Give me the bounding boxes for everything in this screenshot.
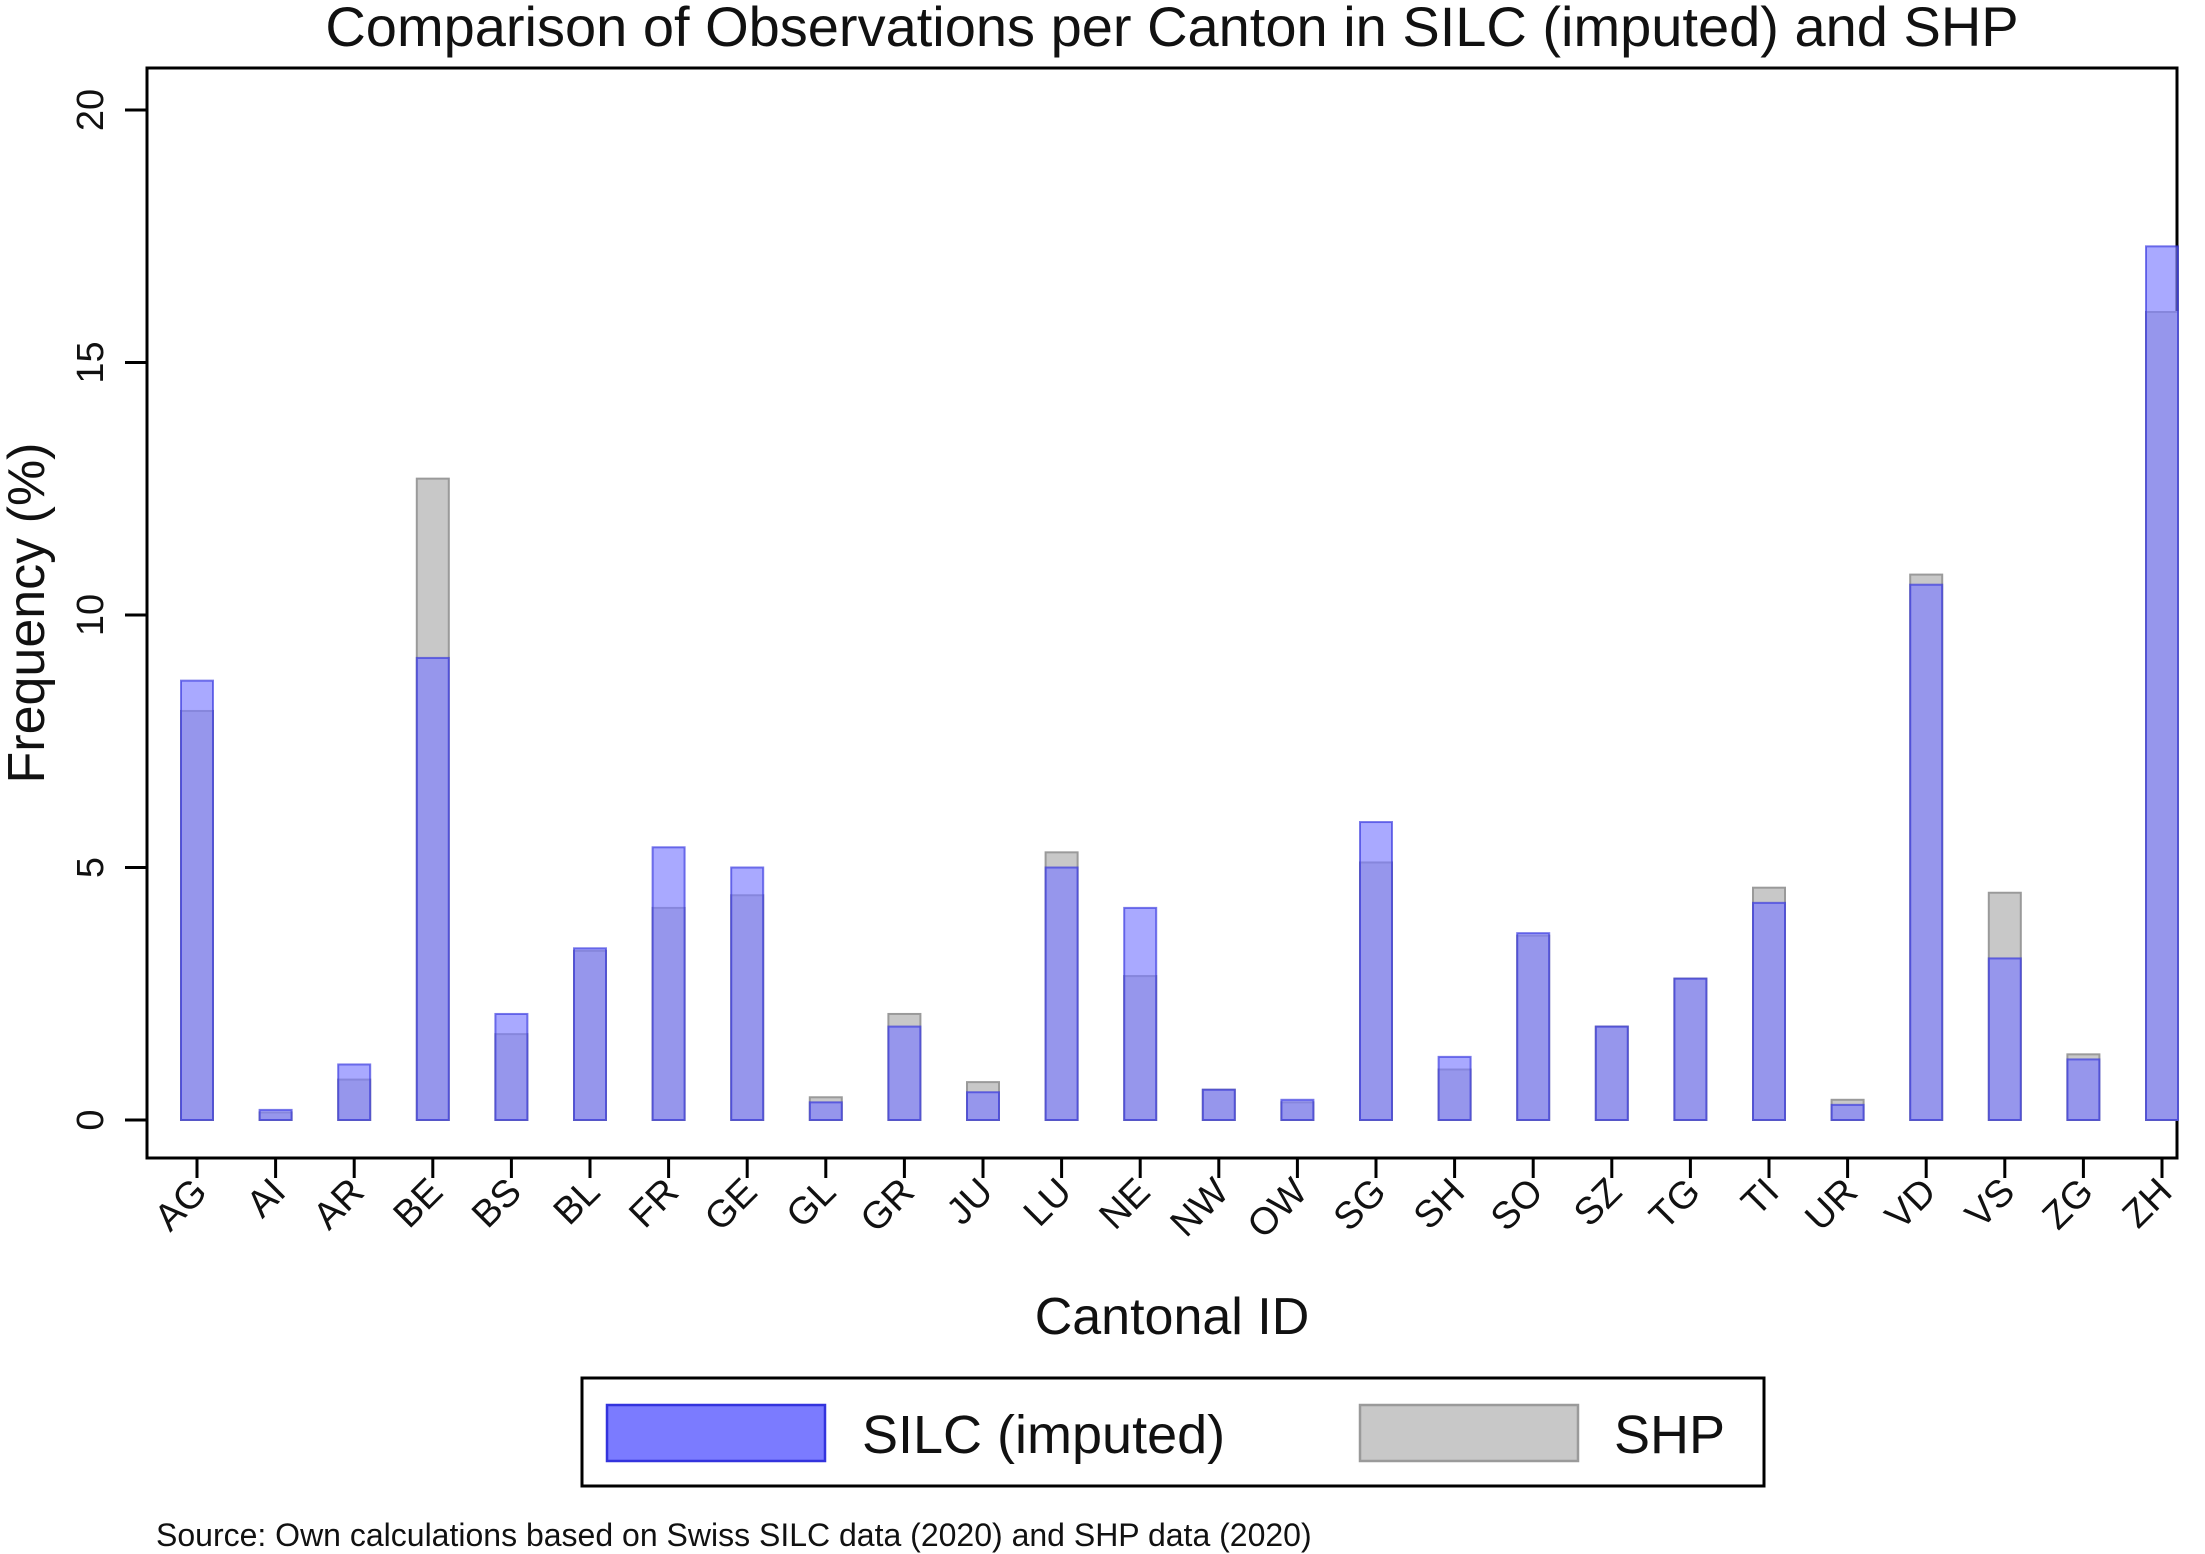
silc-bar-ar xyxy=(337,1063,372,1121)
silc-bar-zg xyxy=(2066,1058,2101,1122)
silc-bar-fr xyxy=(651,846,686,1121)
x-tick-label: GR xyxy=(853,1171,923,1241)
silc-bar-gr xyxy=(887,1025,922,1121)
silc-bar-ju xyxy=(966,1091,1000,1121)
x-tick-label: NE xyxy=(1092,1171,1159,1238)
x-tick-label: LU xyxy=(1016,1171,1080,1235)
y-tick-label: 10 xyxy=(70,594,112,636)
silc-bar-ai xyxy=(258,1108,293,1122)
silc-bar-bl xyxy=(573,947,607,1121)
silc-bars xyxy=(180,245,2179,1122)
x-axis-title: Cantonal ID xyxy=(1035,1288,1310,1346)
x-tick-label: GL xyxy=(779,1171,845,1237)
x-tick-label: FR xyxy=(621,1171,687,1237)
x-tick-label: BL xyxy=(546,1171,609,1234)
silc-bar-ge xyxy=(730,866,765,1121)
legend-label-silc: SILC (imputed) xyxy=(862,1405,1225,1465)
silc-bar-ne xyxy=(1123,906,1158,1122)
y-tick-label: 0 xyxy=(70,1109,112,1130)
x-tick-label: SO xyxy=(1483,1171,1552,1240)
x-tick-label: AI xyxy=(239,1171,294,1226)
x-axis: AG AI AR BE BS BL FR GE GL GR JU LU NE NW OW SG SH SO SZ TG… xyxy=(147,1158,2181,1247)
x-tick-label: BE xyxy=(386,1171,452,1237)
y-tick-label: 20 xyxy=(70,89,112,131)
y-axis: 0 5 10 15 20 xyxy=(70,89,149,1131)
x-tick-label: SZ xyxy=(1566,1171,1630,1235)
x-tick-label: SH xyxy=(1406,1171,1473,1238)
silc-bar-nw xyxy=(1201,1088,1236,1121)
x-tick-label: TG xyxy=(1642,1171,1709,1238)
chart-title: Comparison of Observations per Canton in… xyxy=(325,0,2018,58)
legend: SILC (imputed) SHP xyxy=(580,1376,1766,1488)
silc-bar-sg xyxy=(1359,821,1393,1121)
y-axis-title: Frequency (%) xyxy=(0,443,56,784)
silc-bar-tg xyxy=(1673,977,1708,1121)
silc-bar-ti xyxy=(1752,901,1786,1121)
silc-bar-sh xyxy=(1437,1055,1472,1121)
silc-bar-gl xyxy=(808,1101,843,1121)
silc-bar-vd xyxy=(1909,583,1944,1121)
x-tick-label: ZG xyxy=(2035,1171,2102,1238)
silc-bar-ur xyxy=(1830,1103,1865,1121)
y-tick-label: 15 xyxy=(70,341,112,383)
x-tick-label: SG xyxy=(1326,1171,1395,1240)
legend-label-shp: SHP xyxy=(1614,1405,1725,1465)
x-tick-label: AG xyxy=(147,1171,216,1240)
source-note: Source: Own calculations based on Swiss … xyxy=(156,1517,1312,1553)
plot-frame xyxy=(145,66,2179,1160)
legend-swatch-shp xyxy=(1358,1403,1580,1463)
x-tick-label: GE xyxy=(697,1171,766,1240)
x-tick-label: BS xyxy=(464,1171,530,1237)
silc-bar-ag xyxy=(180,679,214,1122)
x-tick-label: UR xyxy=(1797,1171,1866,1240)
silc-bar-bs xyxy=(494,1012,529,1122)
x-tick-label: ZH xyxy=(2115,1171,2181,1237)
silc-bar-be xyxy=(415,656,450,1121)
silc-bar-vs xyxy=(1987,957,2022,1122)
silc-bar-zh xyxy=(2145,245,2179,1122)
x-tick-label: NW xyxy=(1163,1171,1238,1246)
x-tick-label: JU xyxy=(939,1171,1002,1234)
shp-bars xyxy=(180,311,2179,1122)
x-tick-label: OW xyxy=(1240,1171,1316,1247)
x-tick-label: VD xyxy=(1878,1171,1945,1238)
silc-bar-so xyxy=(1516,932,1551,1122)
silc-bar-sz xyxy=(1594,1025,1629,1121)
silc-bar-ow xyxy=(1280,1098,1315,1122)
silc-bar-lu xyxy=(1044,866,1079,1121)
x-tick-label: AR xyxy=(306,1171,373,1238)
legend-swatch-silc xyxy=(605,1403,827,1463)
x-tick-label: VS xyxy=(1958,1171,2024,1237)
y-tick-label: 5 xyxy=(70,857,112,878)
x-tick-label: TI xyxy=(1734,1171,1788,1225)
